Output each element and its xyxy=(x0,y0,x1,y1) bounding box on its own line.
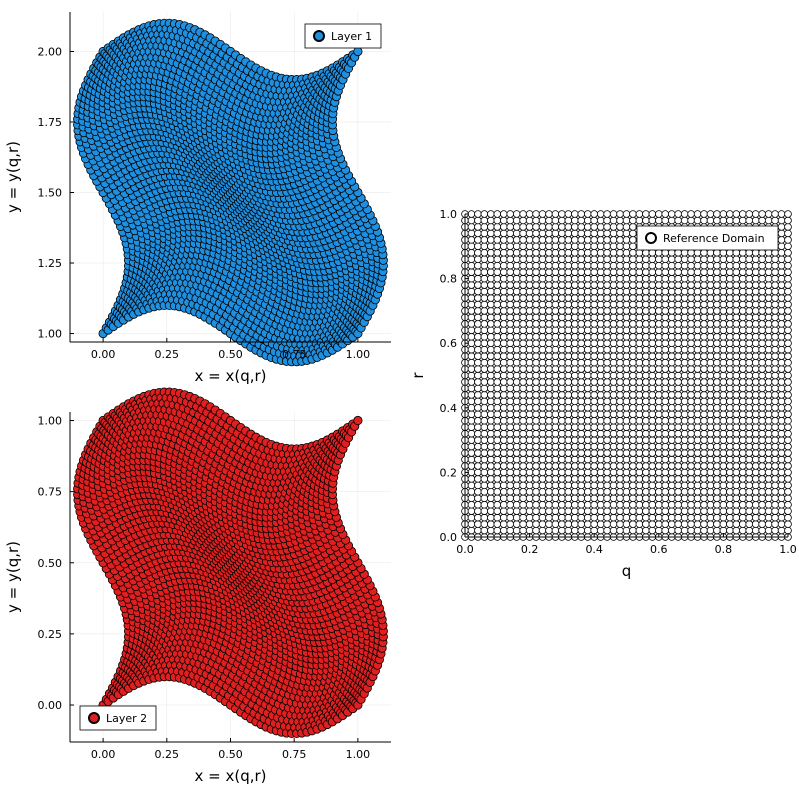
legend-marker xyxy=(314,31,324,41)
x-tick-label: 0.25 xyxy=(155,348,180,361)
y-tick-label: 1.25 xyxy=(38,257,63,270)
data-point xyxy=(354,47,362,55)
x-tick-label: 0.75 xyxy=(282,348,307,361)
legend-entry-layer-1: Layer 1 xyxy=(331,30,372,43)
y-tick-label: 1.00 xyxy=(38,328,63,341)
x-tick-label: 0.00 xyxy=(91,348,116,361)
x-tick-label: 1.00 xyxy=(346,348,371,361)
layer1-x-axis-label: x = x(q,r) xyxy=(194,367,266,385)
layer1-plot: 0.00 0.25 0.50 0.75 1.00 1.00 1.25 1.50 1.75 2.00… xyxy=(4,12,391,385)
layer1-legend: Layer 1 xyxy=(305,24,381,48)
layer1-y-axis-label: y = y(q,r) xyxy=(4,141,22,213)
y-tick-label: 1.50 xyxy=(38,187,63,200)
y-tick-label: 2.00 xyxy=(38,45,63,58)
layer1-points xyxy=(73,19,387,366)
y-tick-label: 1.75 xyxy=(38,116,63,129)
layer2-points xyxy=(73,388,387,738)
x-tick-label: 0.50 xyxy=(218,348,243,361)
